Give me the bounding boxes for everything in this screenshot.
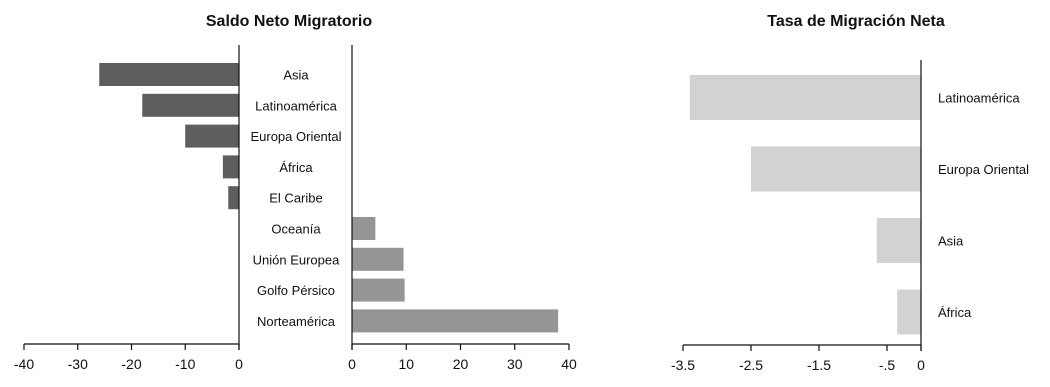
chart2-tick-label: 0 <box>917 357 925 373</box>
chart1-category-label: El Caribe <box>269 191 322 206</box>
chart2-category-label: Asia <box>938 234 964 249</box>
chart1-category-label: África <box>279 160 313 175</box>
chart1-category-label: Europa Oriental <box>250 129 341 144</box>
chart1-bar-3 <box>222 155 239 179</box>
chart1-bar-0 <box>99 63 239 86</box>
chart1-category-label: Norteamérica <box>257 314 336 329</box>
chart2-bar-3 <box>897 289 921 335</box>
chart1-bar-2 <box>185 124 239 148</box>
chart1-bar-5 <box>352 217 376 240</box>
chart1-bar-7 <box>352 278 405 302</box>
chart1-left-tick-label: 0 <box>235 356 243 372</box>
chart1-right-tick-label: 20 <box>453 356 469 372</box>
chart1-bar-4 <box>228 186 239 210</box>
chart2-bar-1 <box>751 146 921 192</box>
chart1-left-tick-label: -10 <box>175 356 195 372</box>
chart1-right-tick-label: 0 <box>348 356 356 372</box>
chart2-tick-label: -2.5 <box>739 357 763 373</box>
chart1-right-tick-label: 40 <box>561 356 577 372</box>
chart1-category-label: Golfo Pérsico <box>257 283 335 298</box>
chart1-category-label: Unión Europea <box>253 252 340 267</box>
chart2-tick-label: -3.5 <box>671 357 695 373</box>
chart2-category-label: Europa Oriental <box>938 162 1029 177</box>
chart1-bar-6 <box>352 247 404 271</box>
chart1-category-label: Asia <box>283 68 309 83</box>
chart2-category-label: África <box>938 305 972 320</box>
chart1-left-tick-label: -30 <box>68 356 88 372</box>
chart1-bar-8 <box>352 309 559 333</box>
chart2-bar-0 <box>689 75 921 120</box>
chart1-right-tick-label: 10 <box>398 356 414 372</box>
chart2-tick-label: -.5 <box>879 357 896 373</box>
chart2-tick-label: -1.5 <box>807 357 831 373</box>
chart2-category-label: Latinoamérica <box>938 91 1020 106</box>
chart1-title: Saldo Neto Migratorio <box>206 13 372 30</box>
chart1-category-label: Latinoamérica <box>255 98 337 113</box>
chart2-bar-2 <box>876 218 921 263</box>
chart1-left-tick-label: -20 <box>121 356 141 372</box>
chart1-right-tick-label: 30 <box>507 356 523 372</box>
chart1-bar-1 <box>142 93 239 117</box>
chart1-category-label: Oceanía <box>271 222 321 237</box>
chart2-title: Tasa de Migración Neta <box>767 13 945 30</box>
chart1-left-tick-label: -40 <box>14 356 34 372</box>
